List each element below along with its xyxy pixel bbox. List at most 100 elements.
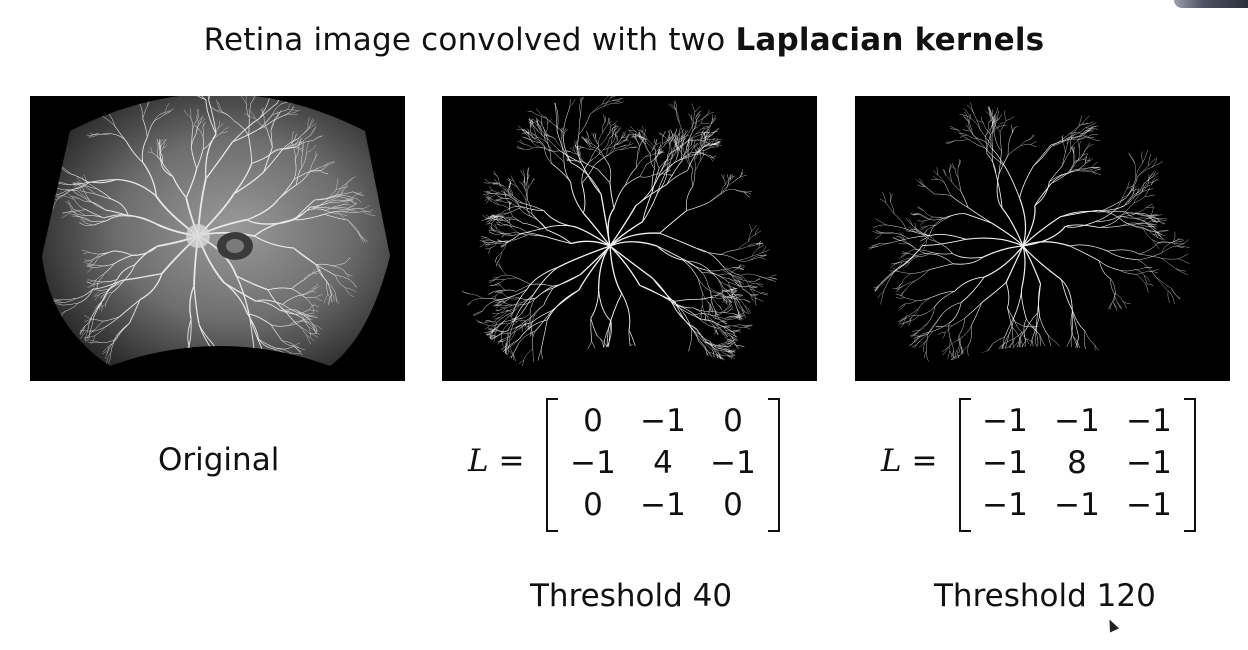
vessel-stroke <box>236 275 269 291</box>
vessel-stroke <box>582 364 597 366</box>
vessel-stroke <box>99 288 111 291</box>
vessel-stroke <box>571 240 611 247</box>
vessel-stroke <box>523 128 529 135</box>
vessel-stroke <box>985 122 989 137</box>
vessel-stroke <box>943 213 966 219</box>
vessel-stroke <box>1039 334 1043 350</box>
vessel-stroke <box>1084 346 1091 357</box>
vessel-stroke <box>1135 188 1139 196</box>
vessel-stroke <box>1021 366 1024 373</box>
vessel-stroke <box>540 129 549 140</box>
vessel-stroke <box>1042 357 1044 366</box>
vessel-stroke <box>609 205 637 247</box>
vessel-stroke <box>720 249 738 255</box>
vessel-stroke <box>497 339 504 342</box>
vessel-stroke <box>617 376 628 381</box>
laplacian-kernel-8: L = −1 −1 −1 −1 8 −1 −1 −1 −1 <box>881 396 1201 532</box>
kernel-cell: −1 <box>982 403 1028 439</box>
vessel-stroke <box>898 303 906 309</box>
vessel-stroke <box>478 353 499 358</box>
vessel-stroke <box>1148 179 1157 184</box>
vessel-stroke <box>222 363 225 366</box>
vessel-stroke <box>1004 334 1009 350</box>
vessel-stroke <box>1117 302 1123 310</box>
vessel-stroke <box>1042 357 1046 366</box>
vessel-stroke <box>62 211 72 215</box>
vessel-stroke <box>867 306 874 312</box>
vessel-stroke <box>82 187 90 200</box>
vessel-stroke <box>1028 355 1031 366</box>
vessel-stroke <box>505 330 509 344</box>
vessel-stroke <box>1101 354 1109 362</box>
vessel-stroke <box>706 129 711 137</box>
vessel-stroke <box>1019 346 1022 353</box>
vessel-stroke <box>716 319 729 324</box>
vessel-stroke <box>71 173 90 183</box>
vessel-stroke <box>584 380 586 381</box>
vessel-stroke <box>920 214 930 220</box>
vessel-stroke <box>540 319 548 351</box>
vessel-stroke <box>924 229 928 235</box>
vessel-stroke <box>158 139 160 145</box>
vessel-stroke <box>618 348 628 352</box>
vessel-stroke <box>538 370 542 375</box>
vessel-stroke <box>751 224 757 232</box>
vessel-stroke <box>666 168 671 173</box>
vessel-stroke <box>1155 231 1166 237</box>
vessel-stroke <box>708 373 710 381</box>
vessel-stroke <box>101 263 115 267</box>
vessel-stroke <box>496 282 501 286</box>
vessel-stroke <box>1055 364 1060 366</box>
vessel-stroke <box>1081 170 1093 173</box>
vessel-stroke <box>1063 365 1067 366</box>
vessel-stroke <box>332 265 345 271</box>
vessel-stroke <box>585 341 592 356</box>
vessel-stroke <box>501 305 508 310</box>
vessel-stroke <box>617 376 626 381</box>
vessel-stroke <box>603 144 617 151</box>
vessel-stroke <box>970 117 981 130</box>
vessel-stroke <box>702 126 709 129</box>
vessel-stroke <box>604 359 606 366</box>
vessel-stroke <box>932 170 939 176</box>
vessel-stroke <box>686 146 689 157</box>
vessel-stroke <box>523 147 533 150</box>
vessel-stroke <box>497 340 502 345</box>
vessel-stroke <box>768 279 777 282</box>
vessel-stroke <box>855 288 856 290</box>
vessel-stroke <box>583 147 591 150</box>
vessel-stroke <box>250 96 256 105</box>
vessel-stroke <box>164 110 171 115</box>
vessel-stroke <box>1095 210 1114 222</box>
vessel-stroke <box>562 131 572 164</box>
vessel-stroke <box>54 155 60 166</box>
vessel-stroke <box>496 260 500 266</box>
vessel-stroke <box>988 116 996 123</box>
vessel-stroke <box>658 157 673 169</box>
vessel-stroke <box>88 199 106 211</box>
vessel-stroke <box>628 130 636 135</box>
vessel-stroke <box>202 379 207 381</box>
vessel-stroke <box>618 362 624 366</box>
vessel-stroke <box>1048 335 1062 349</box>
vessel-stroke <box>1136 223 1148 227</box>
vessel-stroke <box>603 355 613 366</box>
vessel-stroke <box>1084 346 1089 358</box>
vessel-stroke <box>1020 143 1031 147</box>
vessel-stroke <box>996 114 1002 122</box>
vessel-stroke <box>988 106 991 117</box>
vessel-stroke <box>938 332 946 335</box>
vessel-stroke <box>98 106 102 116</box>
vessel-stroke <box>1145 204 1154 209</box>
vessel-stroke <box>979 351 986 354</box>
vessel-stroke <box>527 325 530 329</box>
vessel-stroke <box>491 199 499 205</box>
vessel-stroke <box>310 201 331 208</box>
vessel-stroke <box>533 362 536 366</box>
vessel-stroke <box>744 191 753 193</box>
vessel-stroke <box>910 269 930 275</box>
vessel-stroke <box>91 326 106 333</box>
vessel-stroke <box>311 305 314 313</box>
vessel-stroke <box>505 342 507 353</box>
vessel-stroke <box>749 224 752 232</box>
